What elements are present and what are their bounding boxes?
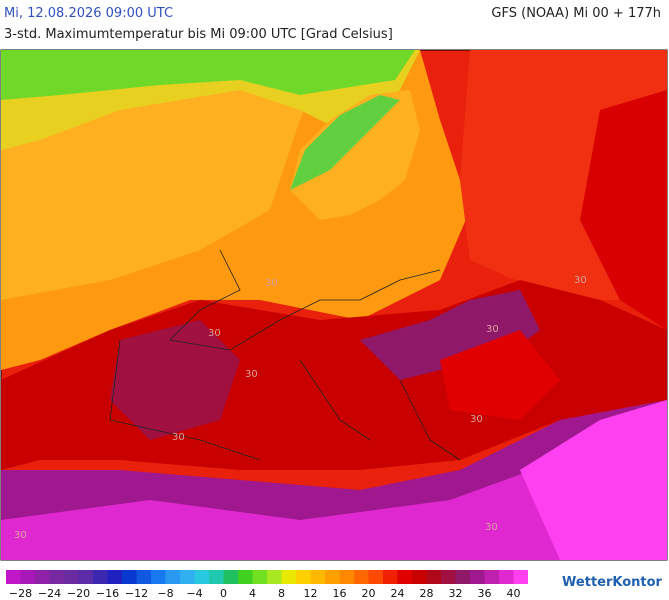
- contour-label: 30: [486, 324, 499, 335]
- legend-label: 36: [478, 587, 492, 600]
- legend-swatch: [470, 570, 485, 584]
- legend-swatch: [310, 570, 325, 584]
- legend-swatch: [296, 570, 311, 584]
- region: [1, 430, 667, 560]
- legend-swatch: [194, 570, 209, 584]
- legend-swatch: [383, 570, 398, 584]
- subtitle: 3-std. Maximumtemperatur bis Mi 09:00 UT…: [4, 27, 393, 42]
- legend-swatch: [339, 570, 354, 584]
- legend-swatch: [238, 570, 253, 584]
- legend-label: 16: [333, 587, 347, 600]
- region: [290, 90, 420, 220]
- contour-label: 30: [265, 278, 278, 289]
- region: [1, 50, 415, 100]
- legend-label: 32: [449, 587, 463, 600]
- legend-swatch: [412, 570, 427, 584]
- legend-swatch: [513, 570, 528, 584]
- contour-label: 30: [574, 275, 587, 286]
- legend-swatch: [455, 570, 470, 584]
- legend-label: 0: [220, 587, 227, 600]
- legend-label: 24: [391, 587, 405, 600]
- coastline: [169, 249, 441, 351]
- legend-swatch: [136, 570, 151, 584]
- legend-swatch: [180, 570, 195, 584]
- legend-swatch: [325, 570, 340, 584]
- legend-swatch: [64, 570, 79, 584]
- contour-label: 30: [245, 369, 258, 380]
- legend-swatch: [426, 570, 441, 584]
- legend-swatch: [267, 570, 282, 584]
- legend-label: −4: [186, 587, 202, 600]
- legend-label: 12: [304, 587, 318, 600]
- legend-label: −28: [9, 587, 32, 600]
- region: [110, 320, 240, 440]
- legend-label: −8: [157, 587, 173, 600]
- legend-swatch: [151, 570, 166, 584]
- legend-label: −24: [38, 587, 61, 600]
- region: [520, 400, 667, 560]
- model: GFS (NOAA) Mi 00 + 177h: [491, 6, 661, 21]
- legend-swatch: [165, 570, 180, 584]
- legend-label: 8: [278, 587, 285, 600]
- region: [440, 330, 560, 420]
- legend-label: 28: [420, 587, 434, 600]
- legend-swatch: [78, 570, 93, 584]
- legend-swatch: [49, 570, 64, 584]
- legend-swatch: [281, 570, 296, 584]
- coastline: [109, 339, 461, 461]
- legend-swatch: [354, 570, 369, 584]
- legend-label: 40: [507, 587, 521, 600]
- contour-label: 30: [172, 432, 185, 443]
- contour-label: 30: [14, 530, 27, 541]
- legend-swatch: [93, 570, 108, 584]
- legend-swatch: [484, 570, 499, 584]
- legend-swatch: [368, 570, 383, 584]
- region: [290, 95, 400, 190]
- contour-label: 30: [470, 414, 483, 425]
- legend-label: −16: [96, 587, 119, 600]
- legend-swatch: [107, 570, 122, 584]
- contour-label: 30: [485, 522, 498, 533]
- legend-swatch: [252, 570, 267, 584]
- legend-label: 20: [362, 587, 376, 600]
- legend-swatch: [441, 570, 456, 584]
- legend-swatch: [6, 570, 21, 584]
- legend-swatch: [35, 570, 50, 584]
- legend-swatch: [20, 570, 35, 584]
- region: [580, 90, 667, 330]
- legend-swatch: [209, 570, 224, 584]
- contour-labels: 30 30 30 30 30 30 30 30 30: [14, 275, 587, 541]
- legend-swatch: [499, 570, 514, 584]
- date: Mi, 12.08.2026 09:00 UTC: [4, 6, 174, 21]
- contour-label: 30: [208, 328, 221, 339]
- logo: WetterKontor: [562, 575, 663, 590]
- legend-swatch: [397, 570, 412, 584]
- map: [0, 49, 668, 561]
- legend-label: −12: [125, 587, 148, 600]
- legend-label: −20: [67, 587, 90, 600]
- legend: −28 −24 −20 −16 −12 −8 −4 0 4 8 12 16 20 24 28 32 36 40: [6, 570, 528, 600]
- legend-swatch: [122, 570, 137, 584]
- legend-swatch: [223, 570, 238, 584]
- legend-label: 4: [249, 587, 256, 600]
